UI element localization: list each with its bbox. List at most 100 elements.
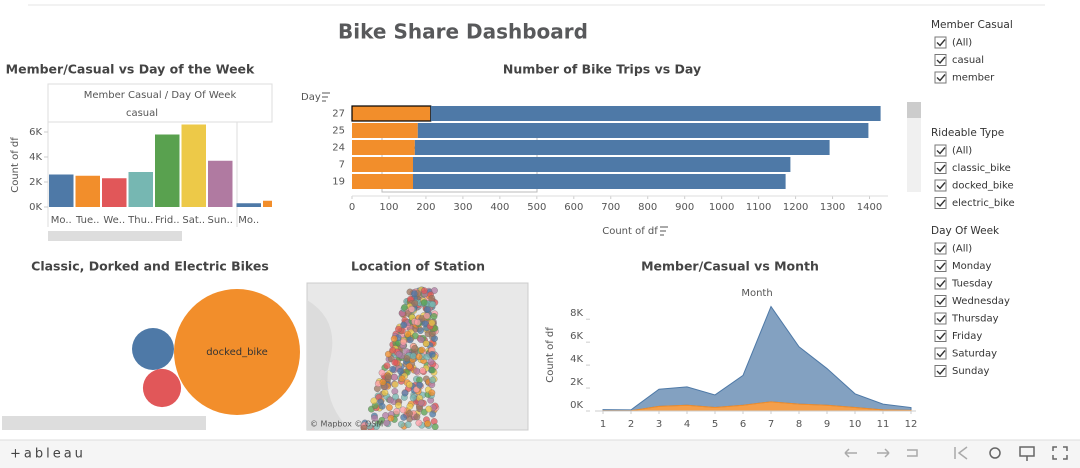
filter-item: (All) — [952, 38, 972, 49]
station-dot — [423, 306, 431, 313]
x-tick-label: Sun.. — [208, 215, 233, 226]
station-dot — [379, 378, 387, 386]
checkbox[interactable] — [934, 162, 947, 174]
station-dot — [423, 312, 431, 320]
filter-item: Friday — [952, 331, 982, 342]
station-dot — [401, 389, 409, 397]
sort-icon[interactable] — [660, 226, 668, 236]
fullscreen[interactable] — [1052, 446, 1068, 460]
x-tick-label: 1000 — [709, 202, 734, 213]
bar — [208, 160, 233, 207]
filter-item: Tuesday — [951, 279, 993, 290]
station-dot — [428, 295, 436, 302]
toolbar-icons — [844, 446, 1068, 461]
tableau-logo[interactable]: +ableau — [10, 447, 86, 462]
redo[interactable] — [877, 448, 890, 458]
bar — [75, 175, 100, 207]
station-dot — [383, 419, 390, 427]
station-dots — [360, 286, 440, 430]
checkbox[interactable] — [934, 365, 947, 377]
checkbox[interactable] — [934, 242, 947, 255]
y-tick-label: 6K — [29, 127, 42, 138]
y-tick-label: 2K — [570, 377, 583, 388]
checkmark — [936, 245, 946, 253]
checkbox[interactable] — [934, 312, 947, 325]
station-dot — [386, 396, 394, 404]
station-dot — [406, 402, 414, 410]
station-dot — [406, 336, 414, 344]
x-tick-label: Tue.. — [75, 215, 99, 226]
checkbox[interactable] — [934, 347, 947, 360]
bar — [181, 124, 206, 207]
station-dot — [428, 351, 436, 358]
undo[interactable] — [844, 448, 857, 458]
y-tick-label: 0K — [29, 202, 42, 213]
y-tick-label: 19 — [332, 177, 345, 188]
pane-label: casual — [126, 108, 158, 119]
station-dot — [410, 290, 418, 298]
x-tick-label: 900 — [675, 202, 694, 213]
station-dot — [392, 393, 399, 401]
bar-segment — [352, 123, 418, 138]
scrollbar-track[interactable] — [907, 102, 921, 192]
checkbox[interactable] — [934, 179, 947, 192]
filter-item: Monday — [952, 261, 992, 272]
station-dot — [418, 346, 426, 354]
checkbox[interactable] — [934, 54, 947, 66]
bar-segment — [417, 123, 869, 138]
scrollbar-thumb[interactable] — [907, 102, 921, 118]
station-dot — [381, 389, 389, 396]
dashboard-title: Bike Share Dashboard — [338, 20, 588, 44]
chart-title: Member/Casual vs Day of the Week — [6, 62, 255, 77]
station-dot — [370, 397, 378, 405]
station-dot — [397, 367, 404, 375]
pane-header-text: Member Casual / Day Of Week — [84, 90, 237, 101]
station-dot — [429, 300, 437, 308]
scrollbar[interactable] — [2, 416, 206, 430]
bubble-label: docked_bike — [206, 347, 268, 358]
bar — [236, 203, 261, 207]
x-tick-label: 8 — [796, 419, 802, 430]
station-dot — [404, 421, 412, 428]
checkmark — [936, 332, 946, 341]
station-dot — [391, 381, 399, 388]
station-dot — [417, 327, 424, 334]
download[interactable] — [1019, 446, 1035, 461]
checkmark — [936, 262, 946, 271]
station-dot — [398, 420, 405, 428]
checkbox[interactable] — [934, 197, 947, 209]
checkbox[interactable] — [934, 71, 947, 84]
station-dot — [404, 330, 412, 338]
scrollbar[interactable] — [48, 231, 182, 241]
reset[interactable] — [954, 446, 968, 460]
x-tick-label: 11 — [877, 419, 890, 430]
x-tick-label: 100 — [379, 202, 398, 213]
checkbox[interactable] — [934, 330, 947, 342]
x-tick-label: 5 — [712, 419, 718, 430]
bar-segment — [414, 140, 830, 155]
checkbox[interactable] — [934, 277, 947, 290]
station-dot — [385, 373, 392, 381]
revert[interactable] — [907, 449, 918, 457]
station-dot — [406, 381, 413, 389]
checkbox[interactable] — [934, 295, 947, 307]
station-dot — [428, 319, 436, 327]
checkbox[interactable] — [934, 144, 947, 157]
share[interactable] — [989, 447, 1001, 459]
bar-segment — [352, 174, 413, 189]
station-dot — [386, 404, 393, 411]
bar-segment — [352, 140, 415, 155]
station-dot — [415, 419, 423, 427]
x-tick-label: 1200 — [783, 202, 808, 213]
station-dot — [417, 336, 425, 344]
checkbox[interactable] — [934, 260, 947, 272]
station-dot — [371, 414, 378, 422]
y-axis-label: Count of df — [10, 137, 21, 193]
pane-header-text: Month — [741, 288, 772, 299]
bar — [155, 134, 180, 207]
x-tick-label: 1400 — [857, 202, 882, 213]
checkbox[interactable] — [934, 36, 947, 49]
station-dot — [391, 373, 398, 381]
sort-icon[interactable] — [322, 92, 330, 102]
